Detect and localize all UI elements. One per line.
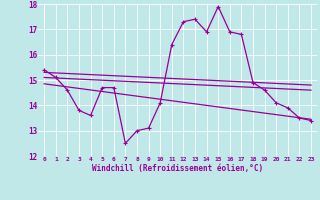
X-axis label: Windchill (Refroidissement éolien,°C): Windchill (Refroidissement éolien,°C) <box>92 164 263 173</box>
